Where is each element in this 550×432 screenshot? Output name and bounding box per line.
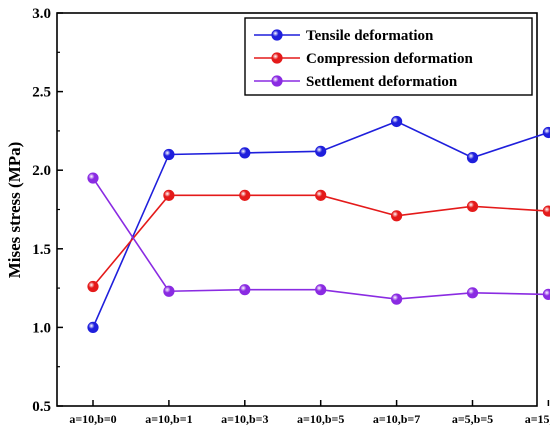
data-point: [315, 189, 327, 201]
data-point: [87, 321, 99, 333]
y-tick-label: 0.5: [32, 399, 51, 415]
data-point: [239, 147, 251, 159]
data-point: [163, 189, 175, 201]
y-tick-label: 2.0: [32, 163, 51, 179]
series-1: [87, 115, 550, 333]
legend: Tensile deformation Compression deformati…: [244, 17, 533, 96]
data-point: [87, 172, 99, 184]
y-tick-label: 1.5: [32, 242, 51, 258]
x-tick-label: a=10,b=0: [69, 412, 116, 426]
y-tick-label: 1.0: [32, 320, 51, 336]
series-line: [92, 194, 549, 288]
data-point: [315, 284, 327, 296]
data-point: [163, 285, 175, 297]
legend-label: Settlement deformation: [306, 74, 458, 90]
x-tick-label: a=15,b=5: [525, 412, 550, 426]
x-tick-label: a=10,b=5: [297, 412, 344, 426]
legend-item: Tensile deformation: [254, 28, 434, 44]
data-point: [466, 200, 479, 212]
x-axis: a=10,b=0 a=10,b=1 a=10,b=3 a=10,b=5 a=10,b=7…: [69, 400, 550, 426]
data-point: [466, 287, 479, 299]
legend-label: Compression deformation: [306, 51, 473, 67]
y-tick-label: 3.0: [32, 6, 51, 22]
data-point: [390, 210, 403, 222]
data-point: [315, 145, 327, 157]
x-tick-label: a=5,b=5: [452, 412, 493, 426]
series-layer: [87, 115, 550, 333]
y-axis-title: Mises stress (MPa): [5, 142, 24, 279]
x-tick-label: a=10,b=1: [145, 412, 192, 426]
data-point: [163, 148, 175, 161]
series-3: [87, 172, 550, 305]
data-point: [239, 284, 251, 296]
legend-marker: [271, 75, 283, 87]
legend-box: [244, 17, 533, 96]
data-point: [239, 189, 251, 201]
legend-marker: [271, 52, 283, 64]
data-point: [542, 126, 550, 139]
data-point: [466, 152, 479, 164]
legend-item: Compression deformation: [254, 51, 473, 67]
legend-item: Settlement deformation: [254, 74, 458, 90]
data-point: [390, 293, 403, 305]
series-2: [87, 189, 550, 293]
legend-label: Tensile deformation: [306, 28, 434, 44]
data-point: [542, 205, 550, 217]
data-point: [390, 115, 403, 128]
x-tick-label: a=10,b=3: [221, 412, 268, 426]
x-tick-label: a=10,b=7: [373, 412, 420, 426]
data-point: [87, 280, 99, 293]
y-tick-label: 2.5: [32, 85, 51, 101]
y-axis: 0.5 1.0 1.5 2.0 2.5 3.0: [32, 6, 63, 415]
legend-marker: [271, 29, 283, 41]
data-point: [542, 288, 550, 300]
